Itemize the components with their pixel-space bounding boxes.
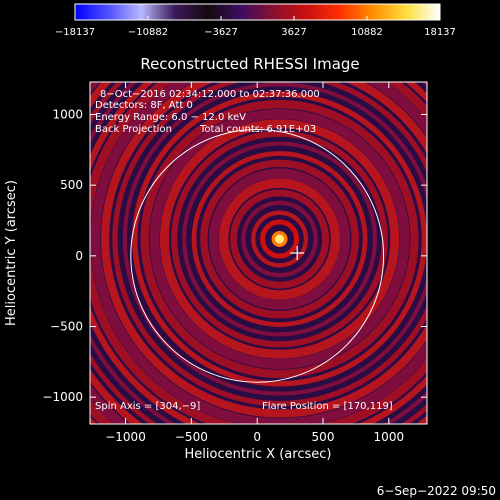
- annotation-spin-axis: Spin Axis = [304,−9]: [95, 401, 200, 412]
- fringe-ring: [159, 119, 400, 359]
- y-tick-label: 0: [75, 249, 83, 263]
- fringe-ring: [241, 200, 318, 278]
- annotation-detectors: Detectors: 8F, Att 0: [95, 100, 193, 111]
- x-tick-label: −500: [175, 430, 208, 444]
- annotation-time-range: 8−Oct−2016 02:34:12.000 to 02:37:36.000: [100, 89, 320, 100]
- colorbar-tick-label: 18137: [424, 27, 456, 38]
- fringe-ring: [122, 82, 427, 396]
- chart-title: Reconstructed RHESSI Image: [140, 55, 359, 73]
- solar-limb: [130, 128, 385, 383]
- plot-frame: [89, 81, 428, 425]
- x-tick-label: −1000: [105, 430, 146, 444]
- colorbar-frame: [74, 3, 441, 21]
- fringe-ring: [149, 108, 410, 370]
- fringe-ring: [101, 82, 427, 418]
- spin-axis-cross: [290, 246, 305, 260]
- annotation-method: Back Projection: [95, 124, 172, 135]
- colorbar: [75, 4, 440, 20]
- footer-timestamp: 6−Sep−2022 09:50: [377, 484, 496, 498]
- colorbar-tick-label: 10882: [351, 27, 383, 38]
- y-tick-label: 1000: [52, 108, 83, 122]
- fringe-ring: [191, 151, 368, 327]
- emission-pattern: [90, 82, 427, 424]
- fringe-ring: [230, 189, 330, 289]
- colorbar-tick-label: −10882: [128, 27, 168, 38]
- fringe-ring: [208, 168, 351, 310]
- fringe-ring: [140, 99, 419, 379]
- x-tick-label: 500: [312, 430, 335, 444]
- annotation-flare-position: Flare Position = [170,119]: [262, 401, 393, 412]
- fringe-ring: [90, 82, 427, 424]
- colorbar-tick-label: −3627: [204, 27, 238, 38]
- fringe-ring: [218, 178, 341, 300]
- y-tick-label: −1000: [42, 390, 83, 404]
- fringe-ring: [171, 130, 388, 348]
- x-tick-label: 0: [253, 430, 261, 444]
- x-axis-ticks: −1000 −500 0 500 1000: [105, 82, 404, 444]
- plot-image: [90, 82, 427, 424]
- fringe-ring: [200, 159, 359, 319]
- source-peak: [275, 234, 285, 244]
- fringe-ring: [112, 82, 427, 407]
- fringe-ring: [251, 210, 309, 268]
- x-axis-label: Heliocentric X (arcsec): [185, 447, 332, 462]
- core-ring: [260, 219, 300, 259]
- fringe-ring: [132, 91, 427, 387]
- x-tick-label: 1000: [374, 430, 405, 444]
- y-tick-label: 500: [60, 178, 83, 192]
- y-axis-label: Heliocentric Y (arcsec): [4, 180, 19, 326]
- colorbar-ticks: −18137 −10882 −3627 3627 10882 18137: [55, 3, 456, 38]
- y-axis-ticks: 1000 500 0 −500 −1000: [42, 108, 427, 404]
- annotation-energy-range: Energy Range: 6.0 − 12.0 keV: [95, 112, 246, 123]
- colorbar-tick-label: 3627: [281, 27, 306, 38]
- annotation-total-counts: Total counts: 6.91E+03: [199, 124, 316, 135]
- colorbar-tick-label: −18137: [55, 27, 95, 38]
- y-tick-label: −500: [50, 319, 83, 333]
- fringe-ring: [182, 141, 378, 337]
